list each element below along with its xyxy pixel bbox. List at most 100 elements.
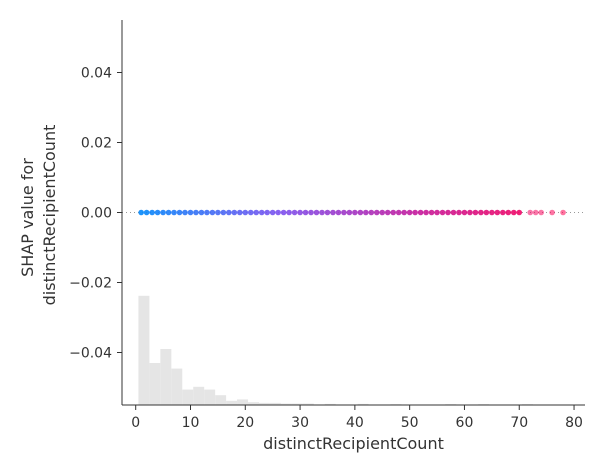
x-tick-label: 30: [291, 415, 309, 431]
data-point: [494, 209, 501, 216]
data-point: [346, 209, 353, 216]
x-tick-label: 40: [346, 415, 364, 431]
data-point: [324, 209, 331, 216]
data-point: [373, 209, 380, 216]
x-tick-label: 80: [565, 415, 583, 431]
data-point: [160, 209, 166, 216]
data-point: [242, 209, 249, 216]
y-tick-label: 0.00: [81, 206, 112, 222]
data-point: [253, 209, 260, 216]
data-point: [193, 209, 199, 216]
data-point: [406, 209, 413, 216]
data-point: [215, 209, 221, 216]
histogram-bar: [193, 386, 205, 405]
histogram-bar: [248, 402, 259, 405]
histogram-bar: [280, 403, 292, 405]
data-point: [439, 209, 446, 216]
data-point: [335, 209, 342, 216]
data-point: [357, 209, 364, 216]
data-point: [417, 209, 424, 216]
histogram-bar: [324, 403, 336, 405]
data-point: [269, 209, 276, 216]
histogram-bar: [237, 399, 249, 405]
data-point: [313, 209, 320, 216]
y-tick-label: 0.04: [81, 66, 112, 82]
data-point: [187, 209, 194, 216]
histogram-bar: [149, 363, 161, 405]
data-point: [204, 209, 210, 216]
data-point: [302, 209, 309, 216]
data-point: [516, 209, 523, 216]
data-point: [445, 209, 451, 216]
data-point: [434, 209, 440, 216]
feature-histogram: [138, 295, 533, 405]
y-tick-label: −0.04: [69, 346, 112, 362]
data-point: [379, 209, 386, 216]
data-point: [330, 209, 336, 216]
data-point: [308, 209, 314, 216]
data-point: [390, 209, 397, 216]
data-point: [198, 209, 205, 216]
data-point: [182, 209, 188, 216]
histogram-bar: [160, 349, 172, 405]
data-point: [450, 209, 457, 216]
y-tick-label: 0.02: [81, 136, 112, 152]
x-tick-label: 20: [236, 415, 254, 431]
data-point: [280, 209, 287, 216]
histogram-bar: [291, 403, 303, 405]
x-tick-label: 50: [401, 415, 419, 431]
data-point: [297, 209, 303, 216]
data-point: [149, 209, 155, 216]
data-point: [220, 209, 227, 216]
histogram-bar: [302, 403, 314, 405]
data-point: [423, 209, 429, 216]
data-point: [258, 209, 265, 216]
histogram-bar: [171, 368, 183, 405]
data-point: [368, 209, 375, 216]
histogram-bar: [357, 403, 369, 405]
data-point: [171, 209, 177, 216]
data-point: [247, 209, 254, 216]
data-point: [209, 209, 216, 216]
data-point: [143, 209, 150, 216]
data-point: [264, 209, 271, 216]
data-point: [428, 209, 435, 216]
data-point: [500, 209, 506, 216]
y-axis-ticks: 0.04 0.02 0.00 −0.02 −0.04: [69, 66, 122, 362]
histogram-bar: [226, 400, 238, 405]
data-point: [456, 209, 462, 216]
data-point: [505, 209, 512, 216]
data-point: [472, 209, 479, 216]
x-axis-label: distinctRecipientCount: [263, 434, 444, 453]
y-axis-label-line-1: SHAP value for: [18, 158, 37, 277]
data-point: [237, 209, 243, 216]
data-point: [352, 209, 358, 216]
data-point: [154, 209, 161, 216]
data-point: [538, 209, 544, 216]
data-point: [226, 209, 232, 216]
data-point: [527, 209, 534, 216]
data-point: [401, 209, 407, 216]
data-point: [483, 209, 490, 216]
data-point: [489, 209, 495, 216]
data-point: [165, 209, 172, 216]
histogram-bar: [215, 395, 227, 405]
y-axis-label: SHAP value for distinctRecipientCount: [18, 125, 59, 306]
histogram-bar: [182, 389, 194, 405]
histogram-bar: [269, 402, 281, 405]
data-point: [461, 209, 468, 216]
data-point: [286, 209, 292, 216]
data-point: [341, 209, 347, 216]
data-point: [395, 209, 402, 216]
x-tick-label: 10: [182, 415, 200, 431]
histogram-bar: [204, 389, 216, 405]
data-point: [549, 209, 555, 216]
data-point: [560, 209, 566, 216]
shap-points: [138, 209, 566, 216]
data-point: [412, 209, 418, 216]
data-point: [176, 209, 183, 216]
data-point: [363, 209, 369, 216]
data-point: [467, 209, 473, 216]
x-tick-label: 70: [510, 415, 528, 431]
